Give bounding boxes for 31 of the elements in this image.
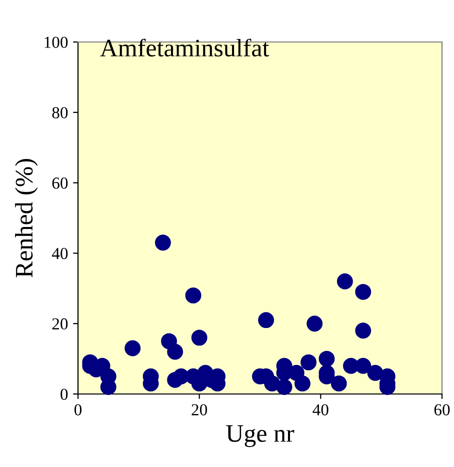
y-tick-label: 100: [44, 36, 68, 48]
point: [258, 312, 274, 328]
point: [154, 234, 171, 251]
x-axis-title: Uge nr: [226, 425, 294, 448]
y-tick-label: 80: [52, 107, 68, 118]
point: [367, 364, 384, 381]
point: [124, 340, 141, 356]
y-axis-title: Renhed (%): [15, 159, 38, 278]
point: [264, 375, 280, 392]
y-tick-label: 60: [52, 178, 68, 189]
point: [294, 375, 310, 392]
point: [355, 284, 372, 300]
chart-title: Amfetaminsulfat: [100, 38, 270, 57]
point: [167, 344, 184, 360]
x-tick-label: 40: [312, 404, 328, 416]
point: [306, 316, 323, 332]
point: [330, 375, 347, 392]
point: [300, 354, 317, 370]
x-tick-label: 60: [434, 404, 450, 416]
point: [318, 350, 335, 367]
y-tick-label: 20: [52, 318, 68, 330]
point: [355, 358, 372, 374]
point: [185, 287, 202, 304]
point: [355, 322, 372, 339]
x-tick-label: 0: [74, 404, 82, 416]
point: [336, 273, 353, 290]
point: [191, 330, 208, 346]
x-tick-label: 20: [192, 404, 208, 416]
point: [276, 378, 292, 395]
y-tick-label: 40: [52, 248, 68, 260]
y-tick-label: 0: [60, 388, 68, 400]
